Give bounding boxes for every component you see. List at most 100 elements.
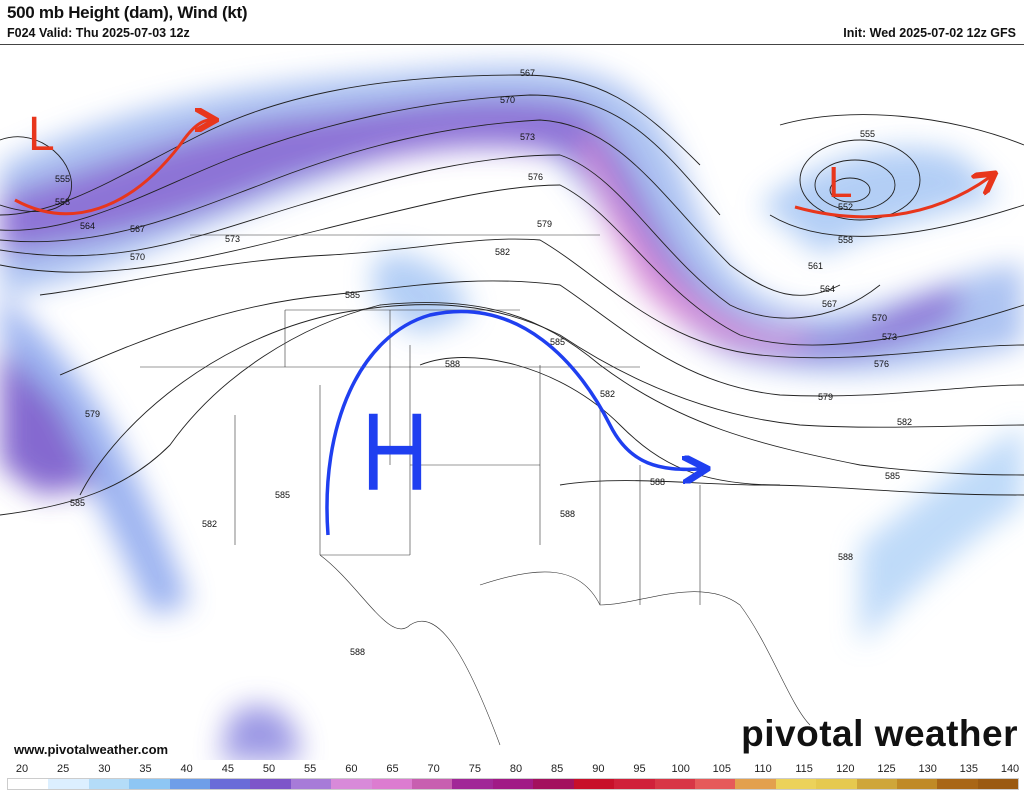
colorbar-swatch — [452, 779, 493, 789]
contour-label: 573 — [882, 332, 897, 342]
wind-speed-shading — [0, 65, 1024, 761]
colorbar-tick: 20 — [15, 763, 29, 775]
contour-label: 555 — [860, 129, 875, 139]
colorbar-swatch — [88, 779, 130, 789]
jet-arrow-east — [794, 177, 990, 219]
contour-label: 585 — [550, 337, 565, 347]
contour-label: 588 — [350, 647, 365, 657]
colorbar-swatch — [290, 779, 332, 789]
colorbar-tick: 75 — [468, 763, 481, 775]
colorbar-tick: 90 — [592, 763, 605, 775]
valid-time: F024 Valid: Thu 2025-07-03 12z — [7, 26, 190, 40]
contour-label: 579 — [818, 392, 833, 402]
contour-label: 561 — [808, 261, 823, 271]
contour-labels: 567 570 573 576 579 582 585 588 555 558 … — [55, 68, 912, 657]
contour-label: 564 — [820, 284, 835, 294]
low-west-label: L — [28, 108, 55, 161]
colorbar-swatch — [533, 779, 574, 789]
colorbar-tick: 40 — [180, 763, 193, 775]
contour-label: 588 — [445, 359, 460, 369]
state-borders — [140, 234, 811, 746]
colorbar-swatch — [856, 779, 897, 789]
contour-label: 558 — [838, 235, 853, 245]
contour-label: 582 — [600, 389, 615, 399]
colorbar-tick: 135 — [959, 763, 979, 775]
init-time: Init: Wed 2025-07-02 12z GFS — [843, 26, 1016, 40]
colorbar-swatch — [210, 779, 251, 789]
contour-label: 570 — [500, 95, 515, 105]
colorbar-swatch — [492, 779, 534, 789]
colorbar-tick: 45 — [221, 763, 234, 775]
colorbar-tick: 35 — [139, 763, 152, 775]
contour-label: 579 — [85, 409, 100, 419]
contour-label: 558 — [55, 197, 70, 207]
colorbar-swatch — [896, 779, 938, 789]
annotations: L L H — [14, 108, 990, 536]
contour-label: 585 — [70, 498, 85, 508]
colorbar-swatch — [250, 779, 291, 789]
colorbar-swatch — [977, 779, 1019, 789]
colorbar-tick: 55 — [304, 763, 317, 775]
contour-label: 567 — [822, 299, 837, 309]
colorbar-tick: 85 — [551, 763, 564, 775]
contour-label: 567 — [520, 68, 535, 78]
colorbar-swatch — [169, 779, 211, 789]
colorbar-tick: 65 — [386, 763, 399, 775]
contour-label: 576 — [874, 359, 889, 369]
colorbar-tick: 80 — [509, 763, 523, 775]
colorbar-swatch — [129, 779, 170, 789]
colorbar-swatch — [614, 779, 655, 789]
colorbar-swatch — [573, 779, 615, 789]
colorbar-tick: 115 — [795, 763, 813, 775]
colorbar-tick: 140 — [1000, 763, 1020, 775]
colorbar-swatch — [775, 779, 817, 789]
colorbar-tick: 25 — [57, 763, 70, 775]
colorbar-tick: 50 — [262, 763, 276, 775]
contour-label: 573 — [225, 234, 240, 244]
contour-label: 564 — [80, 221, 95, 231]
contour-label: 570 — [872, 313, 887, 323]
colorbar-swatch — [412, 779, 453, 789]
colorbar-swatch — [8, 779, 49, 789]
contour-label: 585 — [345, 290, 360, 300]
colorbar-tick: 130 — [918, 763, 937, 775]
colorbar-swatch — [937, 779, 978, 789]
colorbar-swatch — [694, 779, 736, 789]
contour-label: 567 — [130, 224, 145, 234]
colorbar-tick: 125 — [877, 763, 896, 775]
contour-label: 585 — [275, 490, 290, 500]
height-contours — [0, 74, 1024, 516]
colorbar-tick: 100 — [671, 763, 690, 775]
colorbar-swatch — [735, 779, 776, 789]
colorbar-tick: 95 — [633, 763, 646, 775]
colorbar-tick: 60 — [345, 763, 358, 775]
colorbar-swatch — [371, 779, 413, 789]
contour-label: 588 — [560, 509, 575, 519]
website-url[interactable]: www.pivotalweather.com — [14, 742, 169, 757]
contour-label: 552 — [838, 202, 853, 212]
contour-label: 573 — [520, 132, 535, 142]
high-label: H — [361, 391, 429, 514]
contour-label: 582 — [202, 519, 217, 529]
colorbar-tick: 30 — [98, 763, 111, 775]
jet-arrow-west — [14, 120, 210, 216]
contour-label: 588 — [838, 552, 853, 562]
colorbar-swatch — [48, 779, 89, 789]
weather-map: 567 570 573 576 579 582 585 588 555 558 … — [0, 44, 1024, 761]
colorbar-tick: 120 — [836, 763, 855, 775]
map-title: 500 mb Height (dam), Wind (kt) — [7, 3, 248, 22]
contour-label: 582 — [495, 247, 510, 257]
colorbar-swatch — [331, 779, 372, 789]
ridge-arrow — [325, 309, 700, 536]
contour-label: 579 — [537, 219, 552, 229]
low-east-label: L — [828, 158, 852, 207]
contour-label: 585 — [885, 471, 900, 481]
contour-label: 588 — [650, 477, 665, 487]
pivotal-weather-logo: pivotal weather — [741, 713, 1018, 754]
colorbar-swatch — [816, 779, 857, 789]
colorbar-swatch — [654, 779, 695, 789]
contour-label: 582 — [897, 417, 912, 427]
contour-label: 555 — [55, 174, 70, 184]
wind-speed-colorbar: 20 25 30 35 40 45 50 55 60 65 70 75 80 85 90 95 100 105 11… — [0, 760, 1024, 791]
colorbar-tick: 70 — [427, 763, 440, 775]
